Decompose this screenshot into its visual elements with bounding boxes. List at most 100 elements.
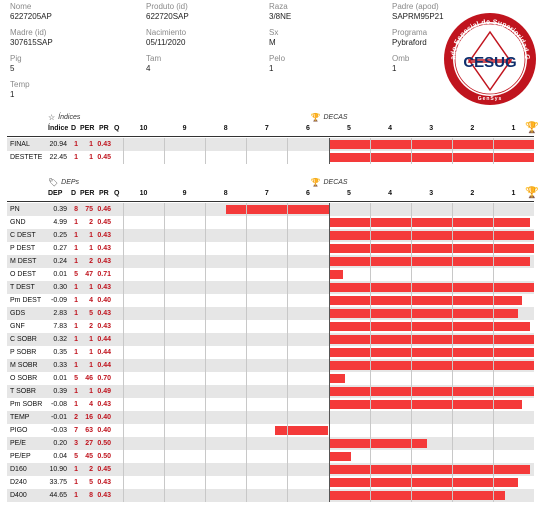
row-name: PIGO [10, 427, 28, 434]
row-value: 0.39 [53, 206, 67, 213]
row-value: 2.83 [53, 310, 67, 317]
row-precision: 0.43 [97, 232, 111, 239]
deps-title: 🏷 DEPs [48, 177, 79, 187]
row-deca: 1 [74, 401, 78, 408]
row-deca: 1 [74, 349, 78, 356]
deca-gridline [451, 138, 453, 164]
row-name: GNF [10, 323, 25, 330]
field-produto-id: Produto (id) 622720SAP [146, 2, 189, 22]
deca-bar [328, 153, 534, 162]
deca-bar [275, 426, 329, 435]
deca-bar [328, 257, 530, 266]
field-label: Raza [269, 2, 288, 11]
deca-gridline [410, 138, 412, 164]
row-name: M SOBR [10, 362, 38, 369]
deca-bar [328, 244, 534, 253]
field-tam: Tam 4 [146, 54, 161, 74]
row-deca: 1 [74, 336, 78, 343]
row-name: P DEST [10, 245, 36, 252]
field-value: 622720SAP [146, 12, 189, 21]
row-name: C SOBR [10, 336, 37, 343]
deca-bar [328, 270, 343, 279]
deca-bar [328, 335, 534, 344]
deca-bar [328, 348, 534, 357]
row-value: 33.75 [49, 479, 67, 486]
row-precision: 0.70 [97, 375, 111, 382]
row-value: 0.01 [53, 271, 67, 278]
field-value: 1 [10, 90, 15, 99]
row-precision: 0.43 [97, 258, 111, 265]
deca-bar [328, 439, 428, 448]
row-precision: 0.43 [97, 245, 111, 252]
deca-label-3: 3 [429, 190, 434, 197]
row-name: Pm SOBR [10, 401, 43, 408]
row-deca: 1 [74, 232, 78, 239]
deca-gridline [492, 203, 494, 502]
row-name: P SOBR [10, 349, 37, 356]
row-percentile: 27 [85, 440, 93, 447]
row-value: 0.39 [53, 388, 67, 395]
decas-title-label: DECAS [323, 178, 348, 186]
row-deca: 5 [74, 453, 78, 460]
deca-label-1: 1 [511, 190, 516, 197]
indices-title-label: Índices [58, 113, 81, 121]
deca-bar [328, 478, 518, 487]
field-value: 307615SAP [10, 38, 53, 47]
field-value: 4 [146, 64, 151, 73]
field-pig: Pig 5 [10, 54, 22, 74]
row-value: 0.32 [53, 336, 67, 343]
table-row: PIGO -0.03 7 63 0.40 [7, 424, 534, 437]
deca-label-9: 9 [182, 125, 187, 132]
table-row: Pm SOBR -0.08 1 4 0.43 [7, 398, 534, 411]
col-header-d: D [71, 125, 77, 132]
row-name: PN [10, 206, 20, 213]
deps-section: 🏷 DEPs 🏆 DECAS DEP D PER PR Q 10 9 8 7 6 5 4 3 2 1 🏆 PN 0.39 8… [0, 177, 544, 507]
row-precision: 0.50 [97, 453, 111, 460]
field-label: Omb [392, 54, 410, 63]
row-percentile: 2 [89, 323, 93, 330]
row-percentile: 63 [85, 427, 93, 434]
table-row: Pm DEST -0.09 1 4 0.40 [7, 294, 534, 307]
deca-label-7: 7 [264, 190, 269, 197]
deca-bar [328, 452, 352, 461]
field-raza: Raza 3/8NE [269, 2, 291, 22]
row-deca: 1 [74, 258, 78, 265]
row-name: GDS [10, 310, 26, 317]
row-value: 0.30 [53, 284, 67, 291]
col-header-value: Índice [48, 125, 69, 132]
field-padre-apod: Padre (apod) SAPRM95P21 [392, 2, 444, 22]
row-name: DESTETE [10, 154, 43, 161]
indices-header-row: Índice D PER PR Q 10 9 8 7 6 5 4 3 2 1 [0, 123, 544, 135]
row-percentile: 8 [89, 492, 93, 499]
seal-bottom-text: GenSys [478, 96, 503, 102]
deca-gridline [328, 138, 330, 164]
deca-bar [328, 400, 522, 409]
field-value: 5 [10, 64, 15, 73]
table-row: P DEST 0.27 1 1 0.43 [7, 242, 534, 255]
row-deca: 1 [74, 466, 78, 473]
col-header-q: Q [114, 190, 120, 197]
deca-gridline [287, 138, 289, 164]
row-percentile: 45 [85, 453, 93, 460]
field-value: M [269, 38, 276, 47]
indices-section: ☆ Índices 🏆 DECAS Índice D PER PR Q 10 9 8 7 6 5 4 3 2 1 🏆 F… [0, 112, 544, 164]
deca-gridline [410, 203, 412, 502]
row-name: FINAL [10, 141, 30, 148]
field-value: SAPRM95P21 [392, 12, 444, 21]
deca-label-7: 7 [264, 125, 269, 132]
row-value: 44.65 [49, 492, 67, 499]
field-sx: Sx M [269, 28, 278, 48]
row-deca: 1 [74, 388, 78, 395]
star-outline-icon: ☆ [48, 112, 56, 122]
row-deca: 1 [74, 154, 78, 161]
row-value: 4.99 [53, 219, 67, 226]
table-row: DESTETE 22.45 1 1 0.45 [7, 151, 534, 164]
deps-header-row: DEP D PER PR Q 10 9 8 7 6 5 4 3 2 1 [0, 188, 544, 200]
row-percentile: 2 [89, 258, 93, 265]
row-precision: 0.44 [97, 362, 111, 369]
row-precision: 0.40 [97, 427, 111, 434]
indices-title: ☆ Índices [48, 112, 80, 122]
row-percentile: 1 [89, 388, 93, 395]
deca-gridline [451, 203, 453, 502]
row-precision: 0.43 [97, 141, 111, 148]
